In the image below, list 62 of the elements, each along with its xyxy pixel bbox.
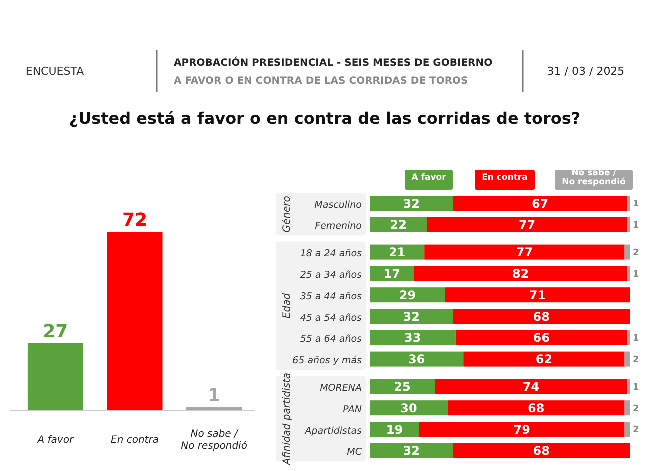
data-label: 1: [633, 382, 640, 393]
data-label: 1: [633, 270, 640, 280]
data-label: 62: [536, 352, 553, 367]
x-tick-label: A favor: [36, 435, 74, 446]
data-label: 67: [532, 196, 549, 211]
y-tick-label: 25 a 34 años: [300, 270, 362, 282]
y-tick-label: Masculino: [314, 200, 362, 211]
x-tick-label: No sabe / No respondió: [181, 429, 248, 452]
data-label: 72: [122, 210, 148, 231]
data-label: 19: [386, 422, 404, 437]
text: Edad: [282, 292, 293, 319]
text: A FAVOR O EN CONTRA DE LAS CORRIDAS DE TOROS: [174, 76, 468, 87]
data-label: 68: [533, 444, 550, 458]
data-label: 68: [528, 401, 545, 416]
data-label: 22: [390, 218, 407, 232]
data-label: 1: [633, 200, 640, 210]
y-tick-label: PAN: [343, 404, 362, 416]
data-label: 25: [394, 380, 411, 394]
y-tick-label: 55 a 64 años: [300, 334, 362, 346]
data-label: 2: [633, 426, 640, 436]
text: Afinidad partidista: [282, 372, 293, 466]
series-label: En contra: [482, 173, 528, 183]
x-tick-label: En contra: [111, 435, 159, 446]
data-label: 2: [633, 404, 640, 414]
data-label: 1: [633, 334, 640, 344]
y-tick-label: Femenino: [315, 221, 362, 232]
text: ENCUESTA: [26, 65, 85, 78]
data-label: 17: [384, 267, 400, 282]
y-tick-label: Apartidistas: [304, 426, 362, 437]
data-label: 30: [400, 401, 418, 416]
text: ¿Usted está a favor o en contra de las corridas de toros?: [69, 109, 581, 128]
data-label: 33: [404, 331, 422, 346]
text: 31 / 03 / 2025: [547, 65, 625, 78]
data-label: 77: [518, 218, 536, 232]
y-tick-label: MC: [347, 447, 362, 458]
y-tick-label: 18 a 24 años: [300, 248, 362, 260]
series-label: No sabe / No respondió: [562, 168, 626, 188]
data-label: 71: [529, 288, 546, 302]
data-label: 1: [208, 386, 221, 407]
data-label: 32: [403, 444, 420, 458]
series-label: A favor: [412, 173, 448, 183]
y-tick-label: 45 a 54 años: [300, 312, 362, 324]
data-label: 29: [399, 288, 416, 302]
data-label: 79: [514, 422, 530, 437]
data-label: 74: [522, 380, 540, 394]
data-label: 2: [633, 356, 640, 366]
data-label: 27: [43, 321, 68, 342]
text: Género: [282, 196, 293, 233]
data-label: 68: [533, 310, 550, 324]
data-label: 2: [633, 248, 640, 259]
data-label: 32: [403, 310, 420, 324]
data-label: 1: [633, 221, 640, 232]
data-label: 82: [512, 267, 530, 282]
text: APROBACIÓN PRESIDENCIAL - SEIS MESES DE GOBIERNO: [174, 56, 493, 69]
data-label: 66: [533, 331, 550, 346]
data-label: 77: [516, 246, 534, 260]
data-label: 21: [388, 246, 406, 260]
data-label: 32: [403, 196, 420, 211]
data-label: 36: [408, 352, 426, 367]
y-tick-label: 65 años y más: [292, 356, 362, 367]
y-tick-label: MORENA: [320, 383, 362, 394]
y-tick-label: 35 a 44 años: [300, 291, 362, 302]
